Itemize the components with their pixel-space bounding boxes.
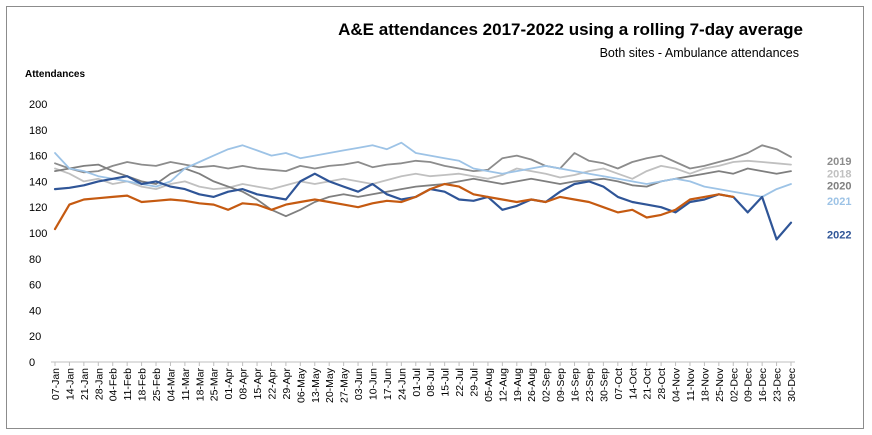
- x-tick-label: 08-Jul: [425, 368, 437, 397]
- x-tick-label: 09-Dec: [743, 368, 755, 402]
- x-tick-label: 07-Oct: [613, 368, 625, 400]
- legend-label-2021: 2021: [827, 196, 851, 208]
- x-tick-label: 26-Aug: [526, 368, 538, 402]
- x-tick-label: 02-Dec: [728, 368, 740, 402]
- series-line-current: [53, 182, 735, 231]
- series-line-2018: [54, 159, 792, 190]
- x-tick-label: 28-Jan: [93, 368, 105, 400]
- y-tick-label: 40: [29, 305, 41, 317]
- x-tick-label: 18-Nov: [699, 367, 711, 402]
- x-tick-label: 04-Mar: [165, 368, 177, 402]
- x-tick-label: 30-Dec: [786, 368, 798, 402]
- chart: A&E attendances 2017-2022 using a rollin…: [25, 20, 851, 403]
- x-tick-label: 13-May: [310, 367, 322, 403]
- x-tick-label: 21-Oct: [642, 368, 654, 400]
- x-axis: 07-Jan 14-Jan 21-Jan 28-Jan 04-Feb 11-Feb 18-F…: [50, 361, 798, 403]
- x-tick-label: 04-Nov: [671, 367, 683, 402]
- x-tick-label: 25-Feb: [151, 368, 163, 401]
- y-tick-label: 160: [29, 151, 47, 163]
- x-tick-label: 09-Sep: [555, 368, 567, 402]
- x-tick-label: 27-May: [339, 367, 351, 403]
- x-tick-label: 29-Apr: [281, 367, 293, 399]
- x-tick-label: 05-Aug: [483, 368, 495, 402]
- x-tick-label: 30-Sep: [598, 368, 610, 402]
- y-axis-label: Attendances: [25, 69, 85, 80]
- x-tick-label: 11-Feb: [122, 368, 134, 401]
- x-tick-label: 01-Jul: [411, 368, 423, 397]
- chart-subtitle: Both sites - Ambulance attendances: [600, 46, 799, 60]
- x-tick-label: 16-Dec: [757, 368, 769, 402]
- x-tick-label: 03-Jun: [353, 368, 365, 400]
- x-tick-label: 04-Feb: [108, 368, 120, 401]
- x-tick-label: 11-Nov: [685, 367, 697, 401]
- x-tick-label: 20-May: [324, 367, 336, 403]
- x-tick-label: 23-Dec: [772, 368, 784, 402]
- x-tick-label: 18-Feb: [137, 368, 149, 401]
- x-tick-label: 06-May: [295, 367, 307, 403]
- x-tick-label: 08-Apr: [238, 367, 250, 399]
- x-tick-label: 25-Nov: [714, 367, 726, 402]
- x-tick-label: 19-Aug: [512, 368, 524, 402]
- x-tick-label: 15-Jul: [440, 368, 452, 397]
- x-tick-label: 23-Sep: [584, 368, 596, 402]
- legend-label-2019: 2019: [827, 156, 851, 168]
- y-tick-label: 20: [29, 331, 41, 343]
- x-tick-label: 14-Jan: [64, 368, 76, 400]
- y-tick-label: 200: [29, 99, 47, 111]
- y-tick-label: 120: [29, 202, 47, 214]
- x-tick-label: 16-Sep: [570, 368, 582, 402]
- y-tick-label: 140: [29, 176, 47, 188]
- y-tick-label: 60: [29, 280, 41, 292]
- legend-label-2018: 2018: [827, 169, 851, 181]
- series-group: [53, 141, 793, 241]
- x-tick-label: 22-Apr: [266, 367, 278, 399]
- x-tick-label: 28-Oct: [656, 368, 668, 400]
- x-tick-label: 12-Aug: [497, 368, 509, 402]
- x-tick-label: 10-Jun: [367, 368, 379, 400]
- y-tick-label: 0: [29, 357, 35, 369]
- x-tick-label: 29-Jul: [469, 368, 481, 397]
- x-tick-label: 01-Apr: [223, 367, 235, 399]
- series-line-2021: [54, 141, 792, 198]
- x-tick-label: 02-Sep: [541, 368, 553, 402]
- x-tick-label: 18-Mar: [194, 368, 206, 402]
- y-tick-label: 80: [29, 254, 41, 266]
- x-tick-label: 15-Apr: [252, 367, 264, 399]
- y-tick-label: 100: [29, 228, 47, 240]
- legend-label-2022: 2022: [827, 229, 851, 241]
- x-tick-label: 24-Jun: [396, 368, 408, 400]
- chart-frame: A&E attendances 2017-2022 using a rollin…: [6, 6, 864, 429]
- chart-title: A&E attendances 2017-2022 using a rollin…: [338, 20, 803, 39]
- x-tick-label: 14-Oct: [627, 368, 639, 400]
- x-tick-label: 17-Jun: [382, 368, 394, 400]
- legend-label-2020: 2020: [827, 180, 851, 192]
- series-line-2019: [54, 144, 792, 174]
- x-tick-label: 07-Jan: [50, 368, 62, 400]
- x-tick-label: 11-Mar: [180, 368, 192, 401]
- x-tick-label: 25-Mar: [209, 368, 221, 402]
- y-axis: 0 20 40 60 80 100 120 140 160 180 200: [29, 99, 47, 369]
- y-tick-label: 180: [29, 125, 47, 137]
- x-tick-label: 22-Jul: [454, 368, 466, 397]
- x-tick-label: 21-Jan: [79, 368, 91, 400]
